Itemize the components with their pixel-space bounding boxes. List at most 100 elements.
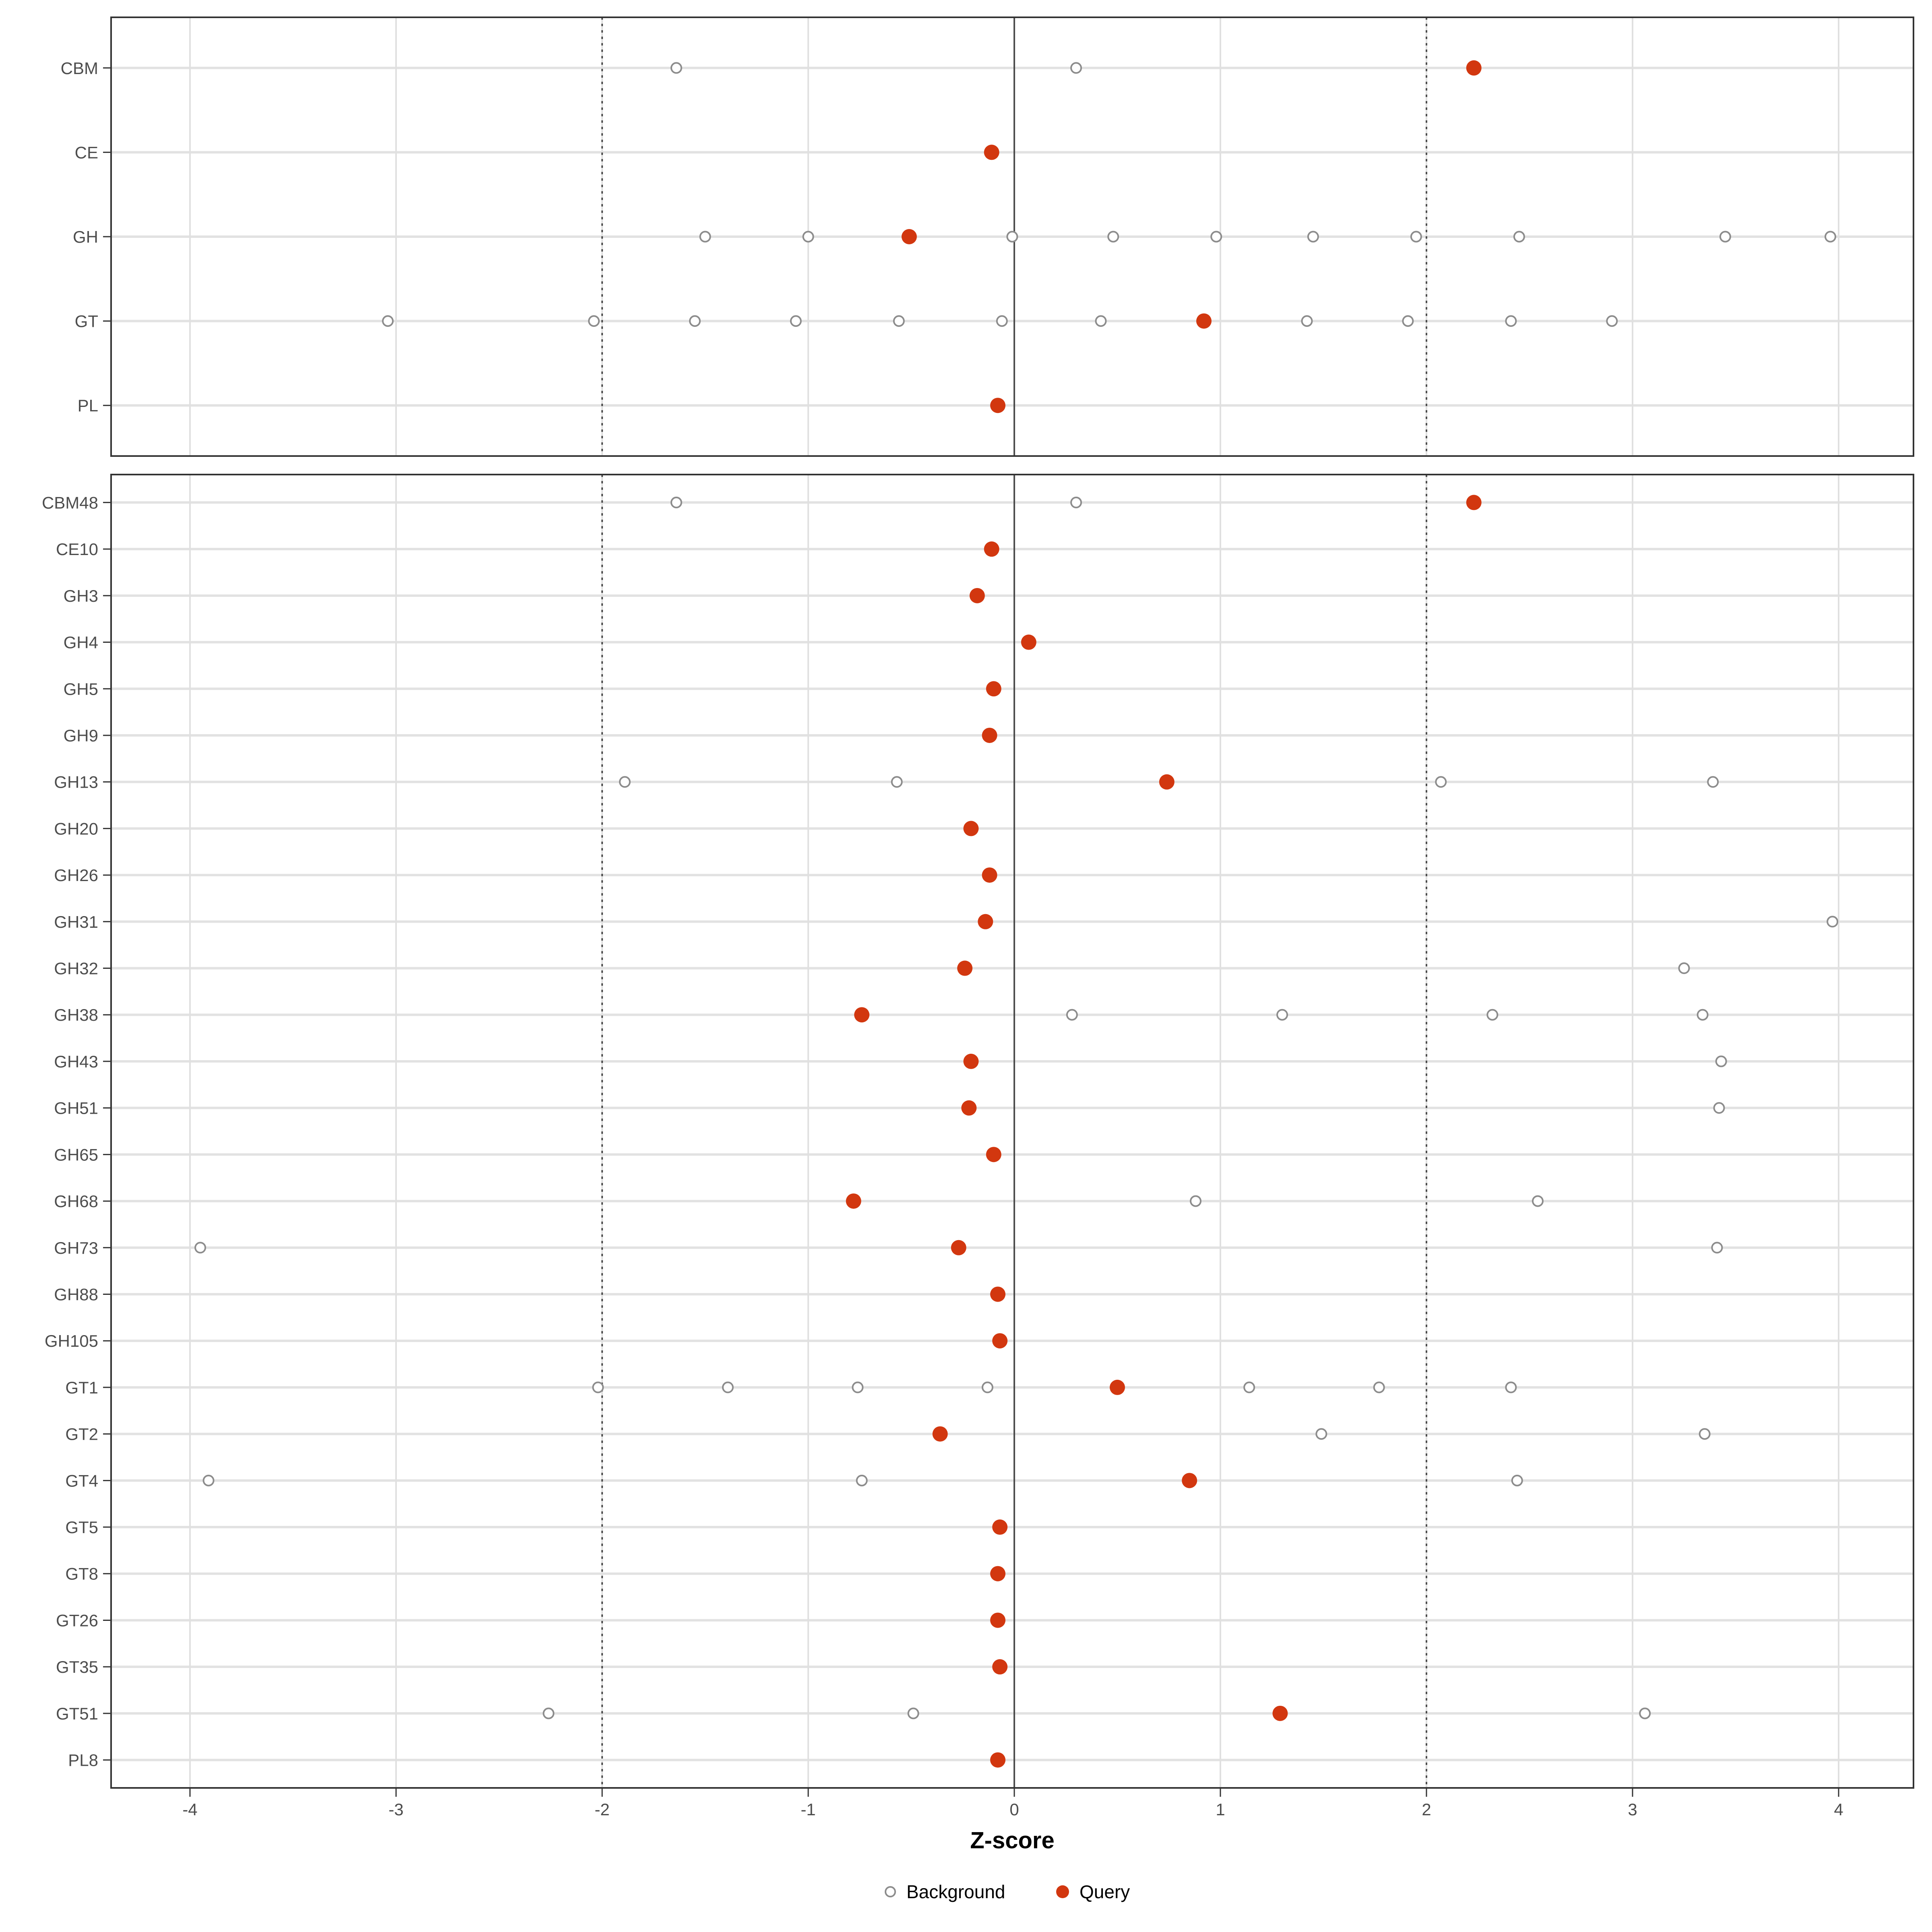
query-point-GH88: [990, 1286, 1006, 1302]
background-point-GT: [689, 315, 701, 327]
category-label-GT4: GT4: [65, 1471, 98, 1490]
background-point-GT: [382, 315, 394, 327]
category-label-GT2: GT2: [65, 1425, 98, 1444]
background-point-GH13: [1435, 776, 1447, 788]
background-point-GT: [1606, 315, 1618, 327]
query-point-GH4: [1021, 634, 1036, 650]
category-label-GH88: GH88: [54, 1285, 98, 1304]
background-point-GH: [1825, 231, 1837, 243]
legend-background-symbol: [885, 1886, 896, 1897]
x-tick-label--2: -2: [594, 1800, 609, 1819]
background-point-GH: [1107, 231, 1119, 243]
background-point-GH13: [619, 776, 631, 788]
x-tick-label-1: 1: [1216, 1800, 1225, 1819]
x-tick-label--3: -3: [388, 1800, 403, 1819]
category-label-GH68: GH68: [54, 1192, 98, 1211]
x-axis: -4 -3 -2 -1 0 1 2 3 4: [182, 1788, 1843, 1819]
background-point-GT1: [1505, 1381, 1517, 1393]
query-point-GH5: [986, 681, 1001, 697]
query-point-GT51: [1272, 1705, 1288, 1721]
query-point-CE: [984, 144, 999, 160]
category-label-PL: PL: [78, 396, 98, 415]
background-point-GH68: [1190, 1195, 1202, 1207]
query-point-GH73: [951, 1240, 966, 1255]
x-tick-label--1: -1: [801, 1800, 815, 1819]
background-point-GH: [802, 231, 814, 243]
query-point-GT26: [990, 1612, 1006, 1628]
query-point-GH9: [982, 727, 997, 743]
x-tick-label-2: 2: [1422, 1800, 1431, 1819]
background-point-GH: [1006, 231, 1018, 243]
background-point-GT4: [1511, 1474, 1523, 1486]
background-point-GH: [1513, 231, 1525, 243]
category-label-PL8: PL8: [68, 1751, 98, 1770]
category-label-GH65: GH65: [54, 1145, 98, 1164]
query-point-GH26: [982, 867, 997, 883]
legend: Background Query: [885, 1881, 1130, 1902]
legend-query-label: Query: [1080, 1881, 1130, 1902]
background-point-GH73: [194, 1242, 206, 1254]
background-point-GH73: [1711, 1242, 1723, 1254]
legend-background-label: Background: [906, 1881, 1005, 1902]
background-point-GH: [1210, 231, 1222, 243]
background-point-CBM48: [670, 496, 682, 508]
query-point-GT5: [992, 1519, 1008, 1535]
x-tick-label-4: 4: [1834, 1800, 1843, 1819]
background-point-GT51: [543, 1707, 555, 1719]
background-point-GT51: [907, 1707, 919, 1719]
category-label-GT35: GT35: [56, 1657, 98, 1676]
background-point-GH32: [1678, 962, 1690, 974]
query-point-GT1: [1110, 1379, 1125, 1395]
category-label-CBM: CBM: [61, 59, 98, 78]
panel-border: [110, 474, 1914, 1789]
query-point-GT4: [1182, 1473, 1197, 1488]
background-point-GH43: [1715, 1055, 1727, 1067]
background-point-GT4: [856, 1474, 868, 1486]
background-point-CBM: [1070, 62, 1082, 74]
category-label-GT1: GT1: [65, 1378, 98, 1397]
background-point-GH: [1410, 231, 1422, 243]
query-point-GH65: [986, 1147, 1001, 1162]
background-point-GH51: [1713, 1102, 1725, 1114]
category-label-CE: CE: [75, 143, 98, 162]
background-point-GT51: [1639, 1707, 1651, 1719]
query-point-GT: [1196, 313, 1212, 329]
background-point-GT2: [1315, 1428, 1327, 1440]
category-label-GH32: GH32: [54, 959, 98, 978]
background-point-GT1: [852, 1381, 864, 1393]
background-point-GH: [1307, 231, 1319, 243]
x-tick-label-3: 3: [1628, 1800, 1637, 1819]
category-label-GH4: GH4: [64, 633, 98, 652]
category-label-GH73: GH73: [54, 1238, 98, 1257]
category-label-GH20: GH20: [54, 819, 98, 838]
background-point-GT: [790, 315, 802, 327]
query-point-GH51: [961, 1100, 977, 1116]
background-point-GH38: [1486, 1009, 1499, 1021]
background-point-GT1: [1243, 1381, 1255, 1393]
background-point-GH38: [1697, 1009, 1709, 1021]
background-point-GH13: [891, 776, 903, 788]
background-point-CBM: [670, 62, 682, 74]
query-point-GH32: [957, 960, 973, 976]
background-point-GT: [1505, 315, 1517, 327]
background-point-GT: [588, 315, 600, 327]
background-point-GT4: [202, 1474, 215, 1486]
category-label-GT26: GT26: [56, 1611, 98, 1630]
background-point-GT2: [1699, 1428, 1711, 1440]
background-point-GT1: [722, 1381, 734, 1393]
category-label-GH51: GH51: [54, 1099, 98, 1118]
background-point-GH: [699, 231, 711, 243]
query-point-GH20: [963, 821, 979, 836]
query-point-GT8: [990, 1566, 1006, 1581]
query-point-GH: [901, 229, 917, 244]
query-point-GH105: [992, 1333, 1008, 1349]
background-point-GT1: [592, 1381, 604, 1393]
query-point-GH38: [854, 1007, 870, 1023]
background-point-GT1: [1373, 1381, 1385, 1393]
background-point-GT: [1301, 315, 1313, 327]
x-tick-label--4: -4: [182, 1800, 197, 1819]
category-label-GT8: GT8: [65, 1565, 98, 1583]
query-point-GT2: [932, 1426, 948, 1442]
